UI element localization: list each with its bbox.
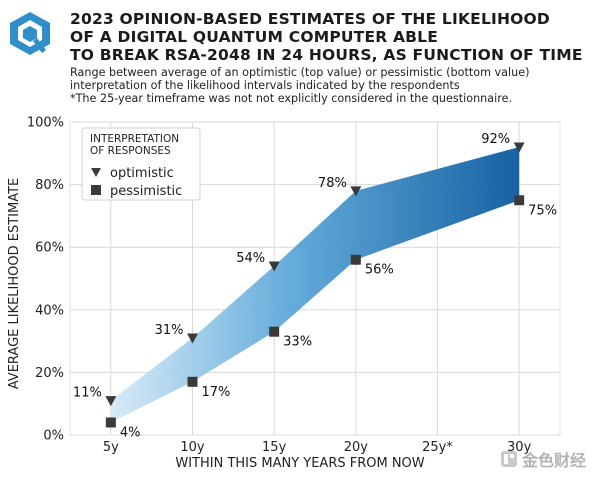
y-tick-label: 40% (35, 303, 64, 318)
markers (105, 142, 525, 428)
pessimistic-marker (269, 326, 280, 337)
x-tick-label: 5y (103, 440, 119, 455)
chart-subtitle: Range between average of an optimistic (… (70, 66, 530, 105)
optimistic-value-label: 31% (155, 323, 184, 338)
optimistic-value-label: 78% (318, 176, 347, 191)
x-axis-label: WITHIN THIS MANY YEARS FROM NOW (175, 456, 424, 471)
watermark-text: 金色财经 (521, 451, 586, 470)
pessimistic-marker (187, 376, 198, 387)
y-tick-label: 20% (35, 366, 64, 381)
legend-title: OF RESPONSES (90, 145, 171, 157)
y-tick-label: 0% (43, 429, 64, 444)
legend-optimistic-label: optimistic (110, 166, 174, 181)
legend-box (81, 127, 201, 201)
pessimistic-value-label: 4% (120, 425, 141, 440)
likelihood-band (110, 147, 520, 423)
legend-title: INTERPRETATION (90, 133, 179, 145)
watermark: 金色财经 (500, 447, 586, 471)
y-tick-label: 100% (27, 116, 64, 131)
y-axis-label: AVERAGE LIKELIHOOD ESTIMATE (7, 178, 22, 390)
chart-title: 2023 OPINION-BASED ESTIMATES OF THE LIKE… (70, 10, 583, 64)
brand-logo (10, 12, 50, 55)
optimistic-marker (350, 186, 362, 197)
y-tick-label: 80% (35, 178, 64, 193)
x-tick-label: 15y (262, 440, 287, 455)
pessimistic-value-label: 17% (202, 385, 231, 400)
x-tick-label: 10y (180, 440, 205, 455)
pessimistic-value-label: 33% (283, 335, 312, 350)
legend-pessimistic-label: pessimistic (110, 184, 182, 199)
pessimistic-marker (514, 195, 525, 206)
optimistic-marker (268, 261, 280, 272)
optimistic-marker (513, 142, 525, 153)
pessimistic-marker (105, 417, 116, 428)
x-tick-label: 25y* (422, 440, 453, 455)
data-labels: 11% 31% 54% 78% 92% 4% 17% 33% 56% 75% (73, 132, 557, 440)
pessimistic-value-label: 75% (528, 203, 557, 218)
pessimistic-value-label: 56% (365, 263, 394, 278)
optimistic-marker (105, 396, 117, 407)
optimistic-value-label: 54% (236, 251, 265, 266)
x-tick-label: 20y (344, 440, 369, 455)
likelihood-range-area (110, 147, 520, 423)
y-tick-label: 60% (35, 241, 64, 256)
watermark-logo-icon (500, 451, 517, 467)
pessimistic-marker (350, 254, 361, 265)
legend-optimistic-icon (91, 168, 101, 177)
optimistic-marker (187, 333, 198, 344)
legend-pessimistic-icon (91, 185, 101, 195)
axes: 0%20%40%60%80%100%5y 10y 15y 20y 25y* 30yWITH… (7, 116, 532, 472)
optimistic-value-label: 92% (481, 132, 510, 147)
optimistic-value-label: 11% (73, 386, 102, 401)
